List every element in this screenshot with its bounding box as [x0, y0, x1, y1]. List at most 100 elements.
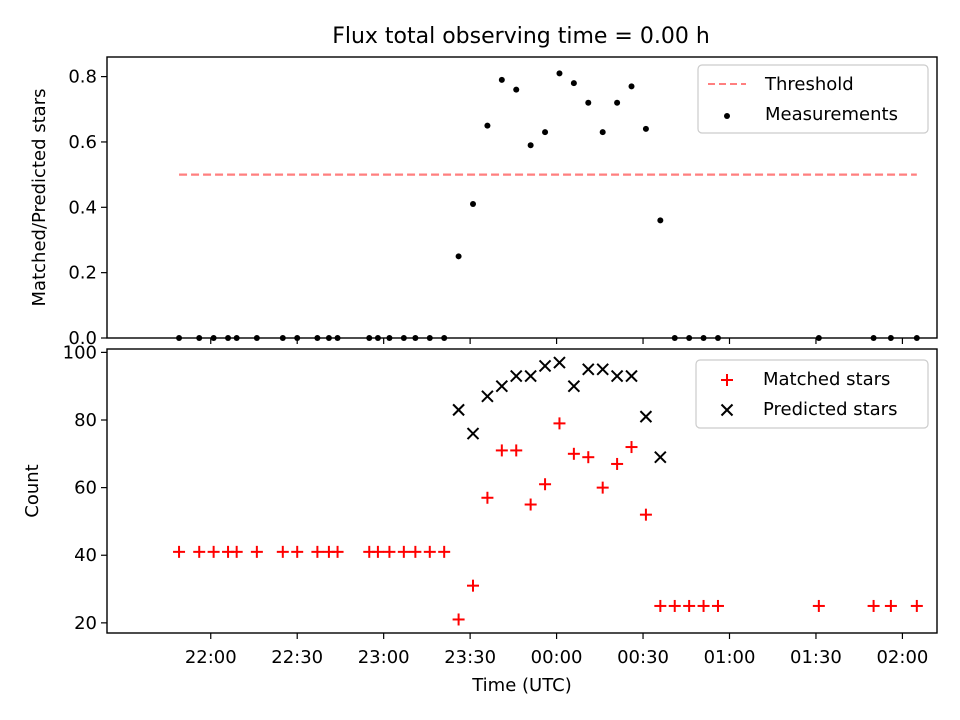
matched-star-point: [207, 545, 220, 558]
chart-title: Flux total observing time = 0.00 h: [332, 24, 710, 49]
matched-star-point: [173, 545, 186, 558]
matched-star-point: [639, 508, 652, 521]
matched-star-point: [383, 545, 396, 558]
x-tick-label: 22:00: [185, 647, 237, 668]
predicted-star-point: [538, 359, 552, 373]
bottom-y-tick-label: 100: [63, 342, 97, 363]
top-legend: Threshold Measurements: [697, 64, 929, 134]
top-y-axis-label: Matched/Predicted stars: [29, 89, 50, 307]
matched-star-point: [331, 545, 344, 558]
matched-star-point: [812, 599, 825, 612]
measurement-point: [585, 99, 592, 106]
count-points: [173, 356, 923, 626]
bottom-y-axis-label: Count: [22, 464, 43, 517]
predicted-star-point: [582, 363, 595, 376]
matched-star-point: [884, 599, 897, 612]
measurement-point: [556, 70, 563, 77]
matched-star-point: [668, 599, 681, 612]
predicted-legend-label: Predicted stars: [763, 399, 897, 420]
matched-star-point: [276, 545, 289, 558]
bottom-legend: Matched stars Predicted stars: [695, 359, 929, 429]
matched-star-point: [230, 545, 243, 558]
x-tick-label: 23:00: [358, 647, 410, 668]
top-panel: 0.00.20.40.60.8 Matched/Predicted stars …: [29, 56, 938, 349]
predicted-star-point: [654, 450, 667, 464]
matched-star-point: [193, 545, 206, 558]
measurement-point: [542, 129, 549, 136]
matched-star-point: [567, 447, 580, 460]
predicted-star-point: [596, 363, 609, 376]
bottom-plot-frame: [106, 348, 938, 634]
matched-star-point: [438, 545, 451, 558]
predicted-legend-marker: [720, 403, 734, 417]
matched-star-point: [481, 491, 494, 504]
predicted-star-point: [524, 369, 537, 383]
predicted-star-point: [610, 369, 624, 383]
matched-star-point: [867, 599, 880, 612]
x-tick-label: 01:00: [704, 647, 756, 668]
measurement-point: [470, 201, 477, 208]
top-plot-frame: [106, 56, 938, 339]
matched-star-point: [311, 545, 324, 558]
matched-legend-plus: [721, 374, 733, 386]
top-y-tick-label: 0.8: [68, 67, 97, 88]
matched-star-point: [397, 545, 410, 558]
measurements-legend-label: Measurements: [765, 104, 898, 125]
bottom-y-axis-ticks: 20 40 60 80 100: [63, 342, 107, 634]
matched-star-point: [524, 498, 537, 511]
bottom-x-axis-ticks: 22:00 22:30 23:00 23:30 00:00 00:30 01:00 01:30…: [185, 633, 928, 668]
matched-star-point: [495, 444, 508, 457]
predicted-star-point: [510, 369, 523, 383]
predicted-star-point: [567, 379, 581, 393]
matched-legend-label: Matched stars: [763, 369, 890, 390]
matched-star-point: [371, 545, 384, 558]
matched-star-point: [596, 481, 609, 494]
x-tick-label: 01:30: [790, 647, 842, 668]
measurement-point: [628, 83, 635, 90]
matched-star-point: [711, 599, 724, 612]
measurement-point: [657, 217, 664, 224]
top-y-tick-label: 0.2: [68, 263, 97, 284]
bottom-y-tick-label: 60: [74, 478, 97, 499]
predicted-star-point: [625, 369, 638, 383]
measurement-point: [614, 99, 621, 106]
measurement-point: [570, 80, 577, 87]
top-y-tick-label: 0.6: [68, 132, 97, 153]
bottom-y-tick-label: 40: [74, 545, 97, 566]
matched-star-point: [553, 417, 566, 430]
predicted-star-point: [495, 379, 509, 393]
x-tick-label: 23:30: [444, 647, 496, 668]
matched-star-point: [625, 441, 638, 454]
measurement-point: [455, 253, 462, 260]
matched-star-point: [697, 599, 710, 612]
x-tick-label: 00:30: [617, 647, 669, 668]
top-y-tick-label: 0.0: [68, 328, 97, 349]
predicted-star-point: [481, 390, 494, 403]
predicted-star-point: [639, 410, 653, 423]
matched-star-point: [250, 545, 263, 558]
bottom-panel: 20 40 60 80 100 22:00 22:30 23:00 23:30 00:00 00:…: [22, 342, 938, 696]
matched-star-point: [452, 613, 465, 626]
predicted-star-point: [466, 427, 480, 440]
matched-star-point: [910, 599, 923, 612]
top-legend-box: [697, 64, 929, 134]
matched-star-point: [539, 478, 552, 491]
bottom-y-tick-label: 80: [74, 410, 97, 431]
predicted-star-point: [452, 403, 465, 417]
measurement-point: [599, 129, 606, 136]
matched-star-point: [467, 579, 480, 592]
measurements-legend-marker: [724, 113, 730, 119]
matched-star-point: [409, 545, 422, 558]
bottom-y-tick-label: 20: [74, 613, 97, 634]
x-axis-label: Time (UTC): [471, 675, 572, 696]
measurement-point: [484, 122, 491, 129]
measurement-point: [527, 142, 534, 149]
matched-star-point: [654, 599, 667, 612]
matched-star-point: [510, 444, 523, 457]
measurement-point: [642, 125, 649, 132]
x-tick-label: 22:30: [271, 647, 323, 668]
matched-star-point: [291, 545, 304, 558]
bottom-legend-box: [695, 359, 929, 429]
matched-star-point: [611, 457, 624, 470]
